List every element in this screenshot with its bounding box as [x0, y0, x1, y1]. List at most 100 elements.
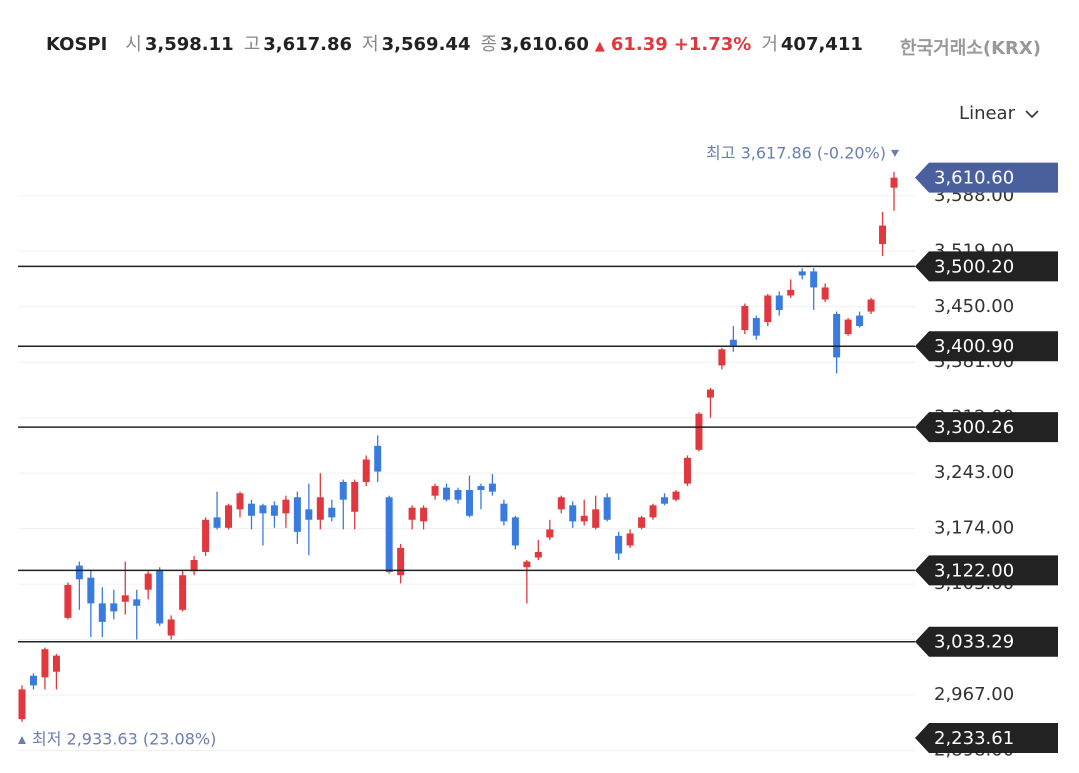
candle-body — [465, 490, 473, 516]
max-annotation: 최고 3,617.86 (-0.20%) — [706, 143, 886, 162]
price-tag-shape — [915, 412, 1058, 443]
candle-body — [282, 499, 290, 514]
candle-body — [408, 507, 416, 520]
candle-body — [557, 497, 565, 510]
candle-body — [397, 547, 405, 576]
min-marker — [18, 736, 26, 744]
candle-body — [98, 603, 106, 622]
candle-body — [856, 315, 864, 327]
candle-body — [890, 177, 898, 188]
candle-body — [523, 561, 531, 568]
candle-body — [649, 505, 657, 518]
candle-body — [270, 505, 278, 516]
candle-body — [293, 497, 301, 532]
y-tick-label: 3,243.00 — [934, 462, 1014, 483]
candle-body — [236, 493, 244, 510]
volume-label: 거 — [761, 34, 778, 55]
candle-body — [385, 497, 393, 573]
candle-body — [374, 445, 382, 472]
candle-body — [29, 675, 37, 686]
candle-body — [87, 577, 95, 604]
change-pct: +1.73% — [673, 34, 752, 55]
open-label: 시 — [125, 34, 142, 55]
candle-body — [775, 295, 783, 310]
candle-body — [305, 509, 313, 520]
candle-body — [810, 271, 818, 288]
price-tag-shape — [915, 555, 1058, 586]
candle-body — [546, 529, 554, 538]
candle-body — [167, 619, 175, 636]
quote-header: KOSPI 시 3,598.11 고 3,617.86 저 3,569.44 종 3,6… — [46, 30, 863, 56]
price-tag-shape — [915, 723, 1058, 753]
close-value: 3,610.60 — [500, 34, 589, 55]
price-tag-shape — [915, 331, 1058, 362]
low-label: 저 — [362, 34, 379, 55]
candle-body — [156, 569, 164, 624]
price-line-tag: 3,122.00 — [915, 555, 1058, 586]
price-line-tag: 3,500.20 — [915, 251, 1058, 282]
price-tag-label: 3,300.26 — [934, 417, 1014, 438]
candle-body — [683, 457, 691, 484]
price-tag-label: 3,610.60 — [934, 168, 1014, 189]
candle-body — [316, 497, 324, 520]
candle-body — [454, 490, 462, 500]
price-tag-label: 3,400.90 — [934, 336, 1014, 357]
candle-body — [821, 287, 829, 300]
price-tag-label: 3,033.29 — [934, 632, 1014, 653]
candle-body — [695, 413, 703, 450]
up-icon: ▲ — [594, 39, 605, 54]
candle-body — [121, 595, 129, 602]
candle-body — [41, 649, 49, 678]
candle-body — [638, 517, 646, 528]
candle-body — [626, 533, 634, 546]
open-value: 3,598.11 — [144, 34, 234, 55]
candle-body — [259, 505, 267, 514]
candle-body — [798, 271, 806, 276]
candle-body — [144, 573, 152, 590]
candle-body — [729, 339, 737, 346]
change: 61.39 — [610, 34, 668, 55]
price-line-tag: 3,400.90 — [915, 331, 1058, 362]
price-line-tag: 2,233.61 — [915, 723, 1058, 753]
candle-body — [718, 349, 726, 366]
candle-body — [351, 481, 359, 512]
source: 한국거래소(KRX) — [900, 38, 1041, 59]
candle-body — [592, 509, 600, 528]
min-annotation: 최저 2,933.63 (23.08%) — [32, 730, 216, 749]
candle-body — [511, 517, 519, 546]
candle-body — [443, 487, 451, 500]
candle-body — [569, 505, 577, 522]
scale-dropdown[interactable]: Linear — [959, 103, 1039, 124]
scale-label: Linear — [959, 103, 1015, 124]
candle-body — [764, 295, 772, 323]
candle-body — [202, 519, 210, 552]
candle-body — [879, 225, 887, 245]
candle-body — [110, 603, 118, 612]
candle-body — [64, 584, 72, 618]
price-tag-label: 2,233.61 — [934, 728, 1014, 749]
candle-body — [420, 507, 428, 522]
candle-body — [706, 389, 714, 398]
candle-body — [672, 491, 680, 500]
price-tag-label: 3,122.00 — [934, 560, 1014, 581]
candle-body — [661, 497, 669, 504]
price-tag-label: 3,500.20 — [934, 256, 1014, 277]
candle-body — [225, 505, 233, 528]
y-tick-label: 3,174.00 — [934, 518, 1014, 539]
candle-body — [477, 486, 485, 491]
price-line-tag: 3,033.29 — [915, 626, 1058, 657]
candle-body — [580, 515, 588, 522]
chevron-icon — [1025, 109, 1039, 118]
max-marker — [891, 149, 899, 157]
candle-body — [844, 319, 852, 335]
candle-body — [133, 599, 141, 606]
candle-body — [75, 565, 83, 580]
candle-body — [18, 689, 26, 720]
volume-value: 407,411 — [780, 34, 863, 55]
candle-body — [741, 305, 749, 331]
y-tick-label: 2,967.00 — [934, 684, 1014, 705]
candle-body — [213, 517, 221, 528]
price-line-tag: 3,300.26 — [915, 412, 1058, 443]
